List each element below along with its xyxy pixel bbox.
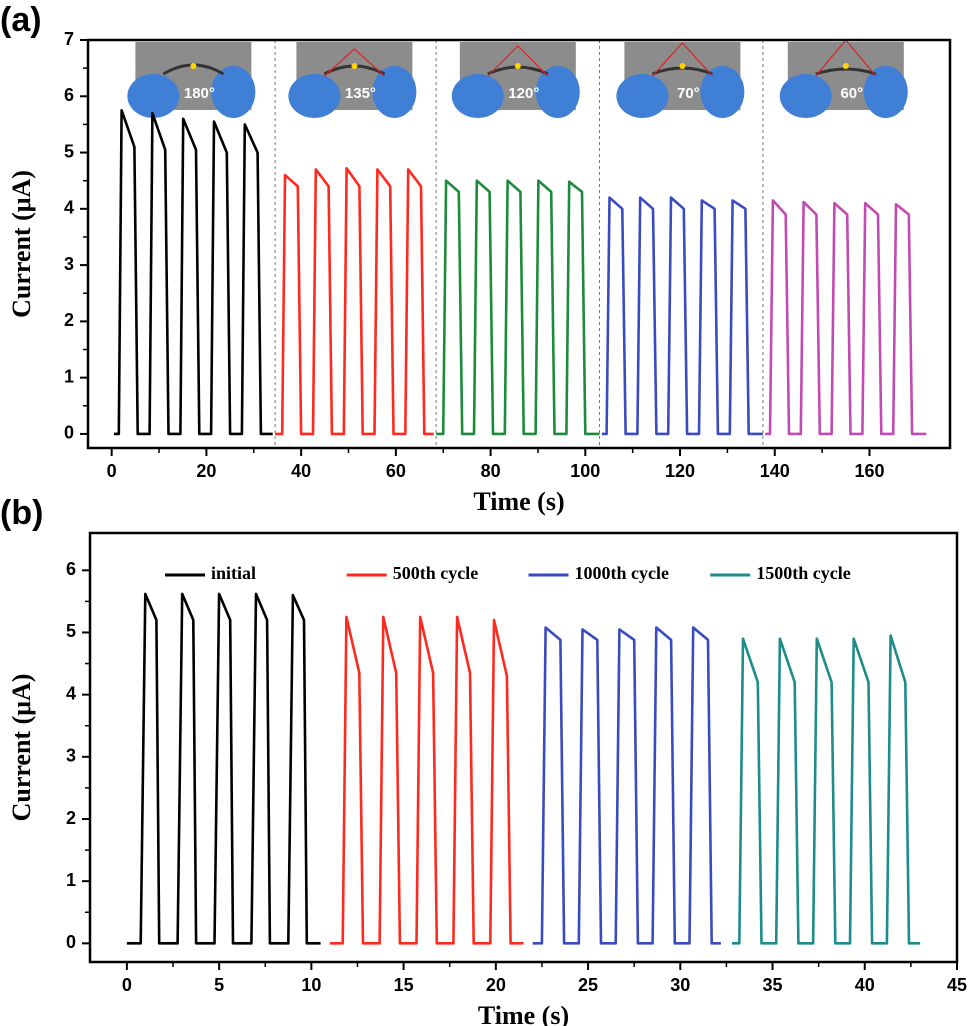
finger-left [616,74,669,118]
finger-right [863,66,908,118]
led [351,63,358,69]
x-tick-label: 0 [122,975,132,995]
panel-label: (a) [0,1,42,39]
inset-photo: 135° [288,42,417,118]
y-tick-label: 6 [64,85,74,105]
data-line [731,634,921,945]
inset-photo: 70° [616,42,745,118]
x-tick-label: 10 [301,975,321,995]
device-strip [815,67,877,76]
x-tick-label: 120 [665,461,695,481]
y-tick-label: 2 [64,310,74,330]
led [842,63,849,69]
data-line [765,199,927,436]
plot-frame [86,38,952,450]
inset-angle: 120° [508,85,539,102]
y-tick-label: 6 [66,559,76,579]
x-tick-label: 20 [196,461,216,481]
y-tick-label: 4 [64,198,74,218]
led [190,63,197,69]
led [679,63,686,69]
inset-photo: 60° [779,39,908,118]
x-tick-label: 15 [394,975,414,995]
inset-angle: 60° [840,85,863,102]
finger-right [535,66,580,118]
led [514,63,521,69]
data-line [532,626,721,945]
data-line [126,592,321,945]
panel-label: (b) [0,494,43,532]
x-tick-label: 30 [670,975,690,995]
x-tick-label: 40 [291,461,311,481]
x-tick-label: 20 [486,975,506,995]
angle-marker [324,48,385,77]
inset-photo: 180° [127,42,256,118]
plot-frame [88,531,959,964]
finger-left [779,74,832,118]
finger-left [127,74,180,118]
finger-left [288,74,341,118]
inset-photo: 120° [451,42,580,118]
x-tick-label: 160 [854,461,884,481]
angle-marker [487,45,549,77]
x-tick-label: 80 [481,461,501,481]
y-axis-title: Current (μA) [7,170,36,318]
finger-left [451,74,504,118]
data-line [275,167,434,436]
inset-angle: 70° [677,85,700,102]
y-tick-label: 5 [66,621,76,641]
data-line [329,615,524,945]
y-tick-label: 0 [66,932,76,952]
x-tick-label: 35 [763,975,783,995]
angle-marker [651,42,713,77]
y-tick-label: 0 [64,423,74,443]
y-tick-label: 2 [66,808,76,828]
y-tick-label: 5 [64,141,74,161]
y-tick-label: 4 [66,683,76,703]
inset-angle: 135° [345,85,376,102]
x-tick-label: 60 [386,461,406,481]
y-tick-label: 7 [64,29,74,49]
x-tick-label: 140 [760,461,790,481]
data-line [114,109,273,436]
legend-label: 1000th cycle [575,563,669,583]
legend-label: 1500th cycle [756,563,850,583]
y-tick-label: 1 [66,870,76,890]
y-tick-label: 1 [64,366,74,386]
x-tick-label: 100 [570,461,600,481]
finger-right [211,66,256,118]
x-axis-title: Time (s) [473,487,564,516]
data-line [436,179,600,436]
y-axis-title: Current (μA) [7,674,36,822]
x-tick-label: 40 [855,975,875,995]
x-tick-label: 0 [107,461,117,481]
data-line [601,196,763,436]
x-axis-title: Time (s) [478,1001,569,1026]
inset-angle: 180° [184,85,215,102]
legend-label: 500th cycle [393,563,478,583]
x-tick-label: 45 [947,975,967,995]
finger-right [700,66,745,118]
y-tick-label: 3 [64,254,74,274]
y-tick-label: 3 [66,746,76,766]
x-tick-label: 5 [214,975,224,995]
finger-right [372,66,417,118]
legend-label: initial [211,563,256,583]
x-tick-label: 25 [578,975,598,995]
